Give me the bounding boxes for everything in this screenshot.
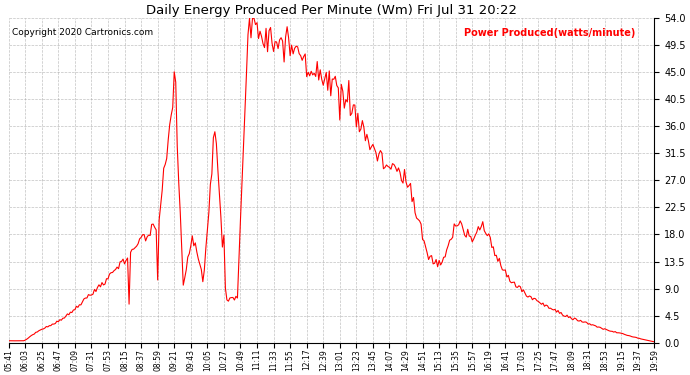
Text: Copyright 2020 Cartronics.com: Copyright 2020 Cartronics.com <box>12 28 153 37</box>
Text: Power Produced(watts/minute): Power Produced(watts/minute) <box>464 28 635 38</box>
Title: Daily Energy Produced Per Minute (Wm) Fri Jul 31 20:22: Daily Energy Produced Per Minute (Wm) Fr… <box>146 4 517 17</box>
